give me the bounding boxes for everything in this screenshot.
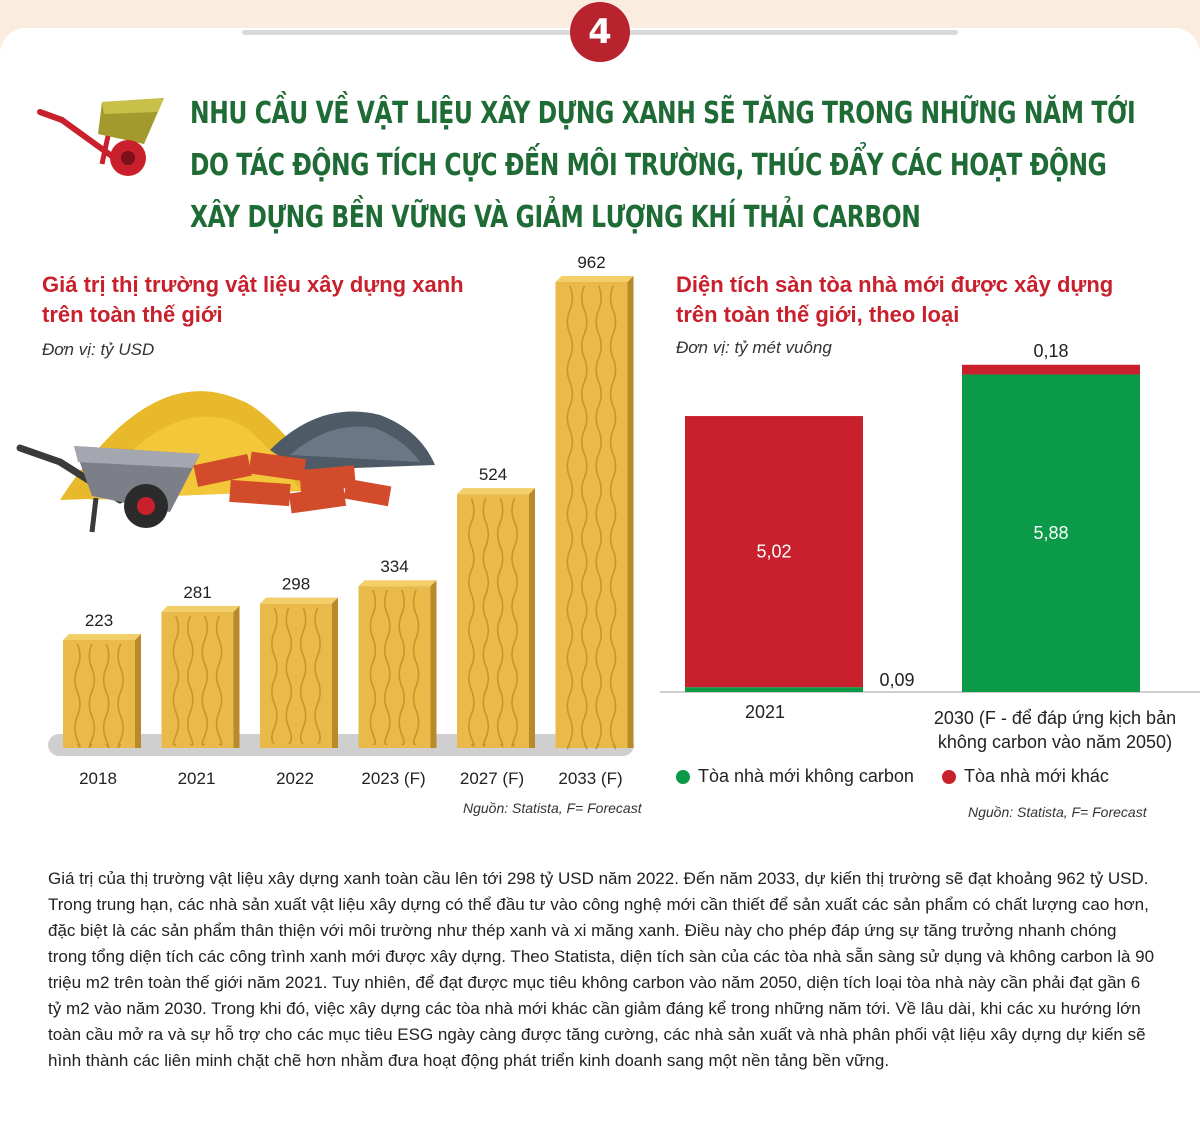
label-red-1: 0,18 bbox=[1033, 341, 1068, 361]
legend-item-other: Tòa nhà mới khác bbox=[942, 766, 1109, 787]
legend-item-zero-carbon: Tòa nhà mới không carbon bbox=[676, 766, 914, 787]
stack-red-0 bbox=[685, 416, 863, 688]
x-tick-label-5: 2033 (F) bbox=[558, 769, 622, 788]
x-tick-label-3: 2023 (F) bbox=[361, 769, 425, 788]
right-chart-title: Diện tích sàn tòa nhà mới được xây dựng … bbox=[676, 270, 1113, 330]
bar-5 bbox=[555, 276, 634, 750]
article-body: Giá trị của thị trường vật liệu xây dựng… bbox=[48, 866, 1158, 1074]
bar-plank-3 bbox=[358, 586, 431, 748]
stack-red-1 bbox=[962, 364, 1140, 375]
left-chart-title-line-2: trên toàn thế giới bbox=[42, 302, 223, 327]
x-tick-label-2: 2022 bbox=[276, 769, 314, 788]
bar-value-label-5: 962 bbox=[577, 253, 605, 272]
green-legend-dot bbox=[676, 769, 690, 784]
headline-line-3: XÂY DỰNG BỀN VỮNG VÀ GIẢM LƯỢNG KHÍ THẢI… bbox=[190, 200, 921, 235]
left-chart-title-line-1: Giá trị thị trường vật liệu xây dựng xan… bbox=[42, 272, 464, 297]
right-chart-source: Nguồn: Statista, F= Forecast bbox=[968, 804, 1147, 820]
wheelbarrow-icon bbox=[37, 98, 164, 176]
left-bar-chart: 223 2018 281 2021 298 2022 334 2023 (F) 524 2027 … bbox=[16, 253, 634, 788]
legend-label-zero-carbon: Tòa nhà mới không carbon bbox=[698, 766, 914, 786]
left-chart-unit: Đơn vị: tỷ USD bbox=[42, 340, 155, 359]
paragraph-2: Trong trung hạn, các nhà sản xuất vật li… bbox=[48, 895, 1155, 1070]
bar-4 bbox=[457, 488, 535, 748]
section-number-badge: 4 bbox=[570, 2, 630, 62]
x-tick-label-1: 2021 bbox=[178, 769, 216, 788]
label-green-0: 0,09 bbox=[879, 670, 914, 690]
bar-plank-5 bbox=[555, 282, 628, 748]
bar-plank-2 bbox=[260, 603, 332, 748]
bar-1 bbox=[161, 605, 240, 748]
headline: NHU CẦU VỀ VẬT LIỆU XÂY DỰNG XANH SẼ TĂN… bbox=[190, 88, 1136, 244]
x-tick-label-0: 2018 bbox=[79, 769, 117, 788]
bar-value-label-3: 334 bbox=[380, 557, 408, 576]
stack-green-1 bbox=[962, 374, 1140, 692]
paragraph-1: Giá trị của thị trường vật liệu xây dựng… bbox=[48, 869, 1149, 888]
bar-value-label-1: 281 bbox=[183, 583, 211, 602]
left-chart-source: Nguồn: Statista, F= Forecast bbox=[463, 800, 642, 816]
construction-materials-illustration bbox=[16, 391, 435, 533]
headline-line-2: DO TÁC ĐỘNG TÍCH CỰC ĐẾN MÔI TRƯỜNG, THÚ… bbox=[190, 148, 1107, 183]
bar-0 bbox=[63, 633, 141, 748]
bar-3 bbox=[358, 580, 437, 748]
bar-value-label-4: 524 bbox=[479, 465, 507, 484]
label-red-0: 5,02 bbox=[756, 542, 791, 562]
legend-label-other: Tòa nhà mới khác bbox=[964, 766, 1109, 786]
right-category-2030-line-2: không carbon vào năm 2050) bbox=[937, 732, 1173, 752]
right-chart-unit: Đơn vị: tỷ mét vuông bbox=[676, 338, 832, 357]
red-legend-dot bbox=[942, 769, 956, 784]
right-category-2030: 2030 (F - để đáp ứng kịch bản không carb… bbox=[900, 706, 1200, 754]
headline-line-1: NHU CẦU VỀ VẬT LIỆU XÂY DỰNG XANH SẼ TĂN… bbox=[190, 96, 1136, 131]
bar-value-label-2: 298 bbox=[282, 575, 310, 594]
right-stacked-bar-chart: 5,02 0,09 5,88 0,18 bbox=[660, 341, 1200, 693]
right-category-2030-line-1: 2030 (F - để đáp ứng kịch bản bbox=[933, 708, 1177, 728]
right-chart-title-line-1: Diện tích sàn tòa nhà mới được xây dựng bbox=[676, 272, 1114, 297]
bar-plank-4 bbox=[457, 494, 529, 748]
bar-plank-0 bbox=[63, 639, 135, 748]
right-category-2021: 2021 bbox=[744, 702, 786, 722]
bar-2 bbox=[260, 597, 338, 748]
x-tick-label-4: 2027 (F) bbox=[460, 769, 524, 788]
bar-plank-1 bbox=[161, 611, 234, 748]
stack-green-0 bbox=[685, 687, 863, 692]
label-green-1: 5,88 bbox=[1033, 523, 1068, 543]
left-chart-title: Giá trị thị trường vật liệu xây dựng xan… bbox=[42, 270, 464, 330]
bar-value-label-0: 223 bbox=[85, 611, 113, 630]
right-chart-title-line-2: trên toàn thế giới, theo loại bbox=[676, 302, 960, 327]
